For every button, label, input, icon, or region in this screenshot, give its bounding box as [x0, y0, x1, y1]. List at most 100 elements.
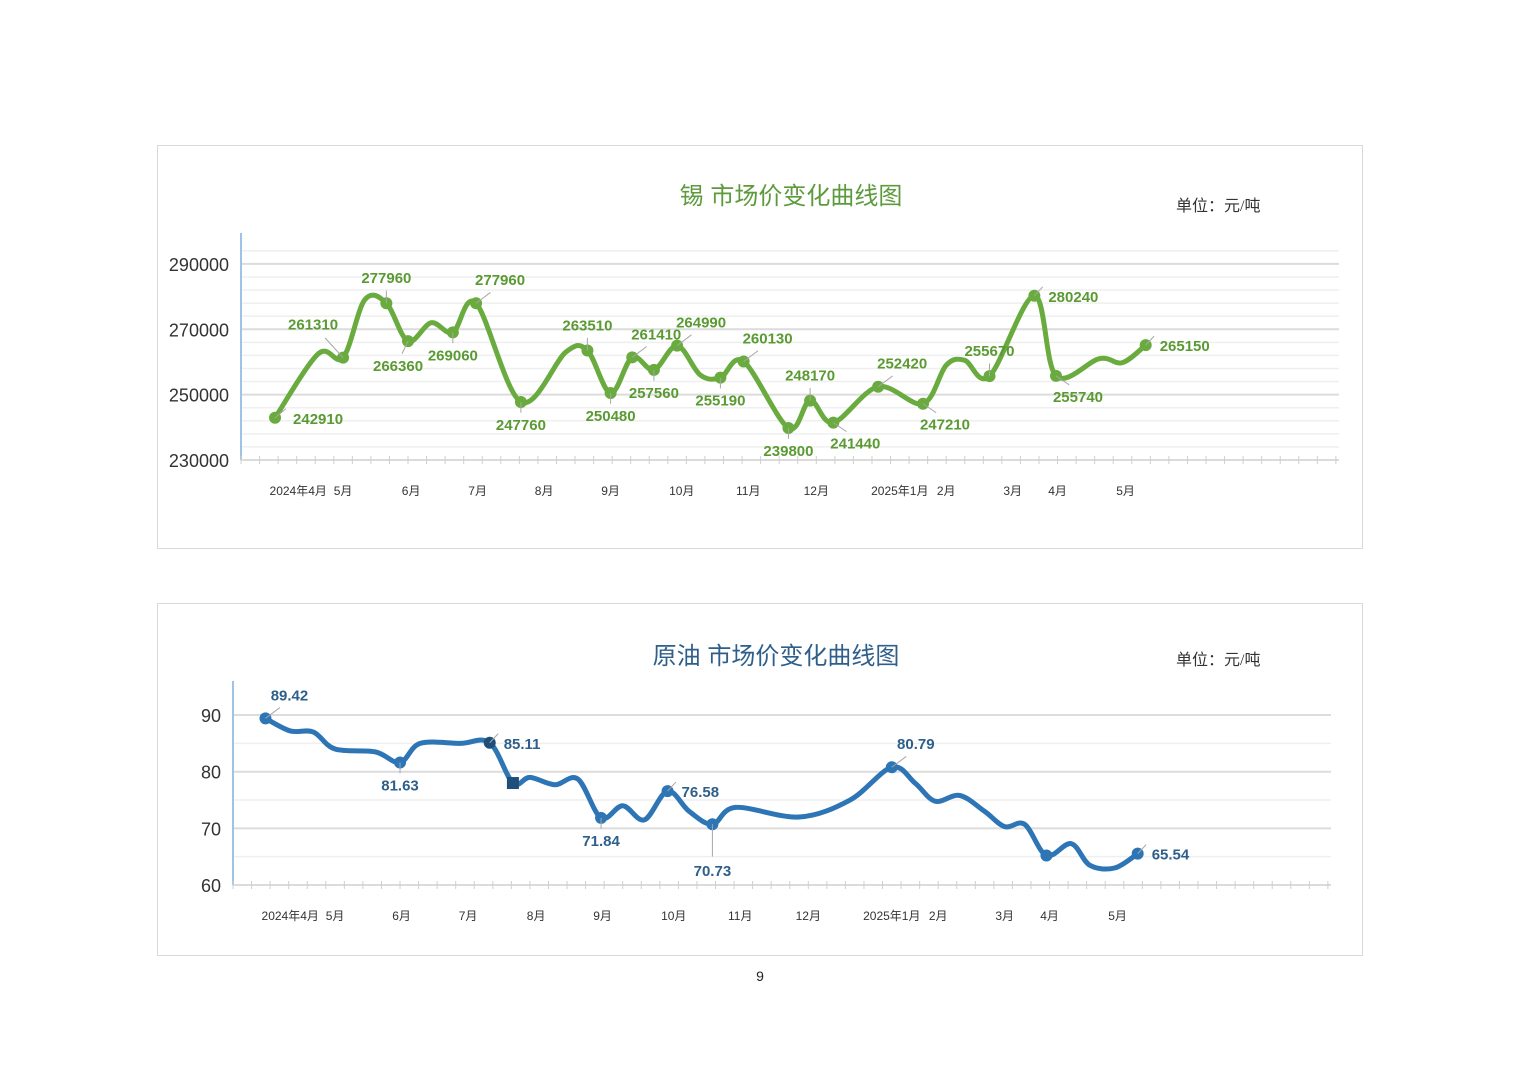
data-label: 264990 [676, 315, 726, 332]
y-tick-label: 80 [201, 763, 221, 783]
data-label: 266360 [373, 358, 423, 375]
data-label-leader [922, 403, 937, 414]
x-tick-label: 2024年4月 [262, 909, 319, 923]
x-tick-label: 2月 [937, 484, 956, 498]
data-label-leader [475, 292, 491, 304]
data-label: 265150 [1160, 338, 1210, 355]
data-label-leader [667, 781, 677, 792]
data-label-leader [1137, 844, 1147, 854]
data-label: 241440 [830, 436, 880, 453]
data-label: 242910 [293, 411, 343, 428]
y-tick-label: 290000 [169, 255, 229, 275]
data-label: 257560 [629, 385, 679, 402]
x-tick-label: 3月 [1003, 484, 1022, 498]
x-tick-label: 3月 [995, 909, 1014, 923]
data-point-marker [259, 712, 272, 725]
x-tick-label: 8月 [535, 484, 554, 498]
data-label: 71.84 [582, 833, 620, 850]
x-tick-label: 5月 [334, 484, 353, 498]
data-label: 85.11 [504, 736, 541, 753]
y-tick-label: 230000 [169, 451, 229, 471]
data-label: 65.54 [1152, 847, 1190, 864]
x-tick-label: 4月 [1048, 484, 1067, 498]
y-tick-label: 70 [201, 819, 221, 839]
data-point-marker [804, 394, 817, 407]
data-label: 277960 [475, 272, 525, 289]
data-label-leader [265, 707, 281, 719]
data-label: 260130 [743, 331, 793, 348]
data-label: 261410 [631, 326, 681, 343]
data-label-leader [631, 346, 647, 358]
data-label-leader [891, 756, 907, 768]
x-tick-label: 5月 [326, 909, 345, 923]
tin-price-chart-panel: 230000 250000 270000 290000 2024年4月 5月 6月 7月 8月 9… [157, 145, 1363, 549]
x-tick-label: 9月 [593, 909, 612, 923]
data-label: 250480 [586, 408, 636, 425]
data-label: 81.63 [381, 777, 419, 794]
data-label: 280240 [1048, 289, 1098, 306]
crude-oil-price-chart-panel: 60 70 80 90 2024年4月 5月 6月 7月 8月 9月 10月 11月 12月 2025年1… [157, 603, 1363, 956]
data-label-leader [1033, 286, 1044, 297]
data-label: 269060 [428, 347, 478, 364]
data-label-leader [1145, 335, 1155, 346]
data-label-leader [324, 337, 344, 358]
x-tick-label: 2024年4月 [270, 484, 327, 498]
y-tick-label: 90 [201, 706, 221, 726]
data-label: 252420 [877, 356, 927, 373]
unit-label: 单位：元/吨 [1176, 198, 1261, 215]
x-tick-label: 7月 [459, 909, 478, 923]
data-label: 255670 [964, 343, 1014, 360]
x-tick-label: 10月 [661, 909, 686, 923]
data-label-leader [877, 375, 893, 388]
data-point-marker [872, 380, 885, 393]
data-label: 247760 [496, 417, 546, 434]
data-label: 239800 [763, 443, 813, 460]
x-tick-label: 12月 [796, 909, 821, 923]
data-label: 255740 [1053, 389, 1103, 406]
data-point-marker [269, 411, 282, 424]
data-point-marker [1040, 849, 1053, 862]
data-label-leader [274, 408, 287, 419]
x-tick-label: 6月 [402, 484, 421, 498]
x-tick-label: 11月 [728, 909, 752, 923]
y-tick-label: 250000 [169, 386, 229, 406]
data-label: 248170 [785, 368, 835, 385]
x-tick-label: 2025年1月 [863, 909, 920, 923]
data-point-marker [506, 777, 519, 790]
x-tick-label: 8月 [527, 909, 546, 923]
x-tick-label: 5月 [1108, 909, 1127, 923]
x-tick-label: 5月 [1116, 484, 1135, 498]
data-label-leader [676, 334, 692, 347]
data-label: 263510 [562, 317, 612, 334]
x-tick-label: 7月 [468, 484, 487, 498]
data-label: 277960 [361, 270, 411, 287]
data-label-leader [1055, 375, 1070, 386]
x-tick-label: 9月 [601, 484, 620, 498]
data-label-leader [401, 340, 409, 354]
page-number: 9 [756, 968, 764, 984]
data-label: 80.79 [897, 736, 935, 753]
data-label: 76.58 [682, 784, 720, 801]
x-tick-label: 4月 [1040, 909, 1059, 923]
chart-title: 原油 市场价变化曲线图 [652, 643, 900, 670]
data-point-marker [737, 355, 750, 368]
data-label: 247210 [920, 417, 970, 434]
x-tick-label: 12月 [804, 484, 829, 498]
tin-price-chart: 230000 250000 270000 290000 2024年4月 5月 6月 7月 8月 9… [169, 233, 1339, 498]
x-tick-label: 6月 [392, 909, 411, 923]
x-tick-label: 2月 [929, 909, 948, 923]
unit-label: 单位：元/吨 [1176, 652, 1261, 669]
data-label-leader [743, 350, 759, 362]
data-label: 261310 [288, 317, 338, 334]
data-label-leader [833, 422, 847, 433]
x-tick-label: 2025年1月 [871, 484, 928, 498]
crude-oil-price-chart: 60 70 80 90 2024年4月 5月 6月 7月 8月 9月 10月 11月 12月 2025年1… [201, 681, 1331, 923]
data-label-leader [489, 733, 499, 744]
y-tick-label: 60 [201, 876, 221, 896]
data-label: 70.73 [694, 863, 732, 880]
data-point-marker [595, 811, 608, 824]
x-tick-label: 11月 [736, 484, 760, 498]
data-label: 255190 [695, 393, 745, 410]
y-tick-label: 270000 [169, 320, 229, 340]
series-line [262, 715, 1141, 872]
